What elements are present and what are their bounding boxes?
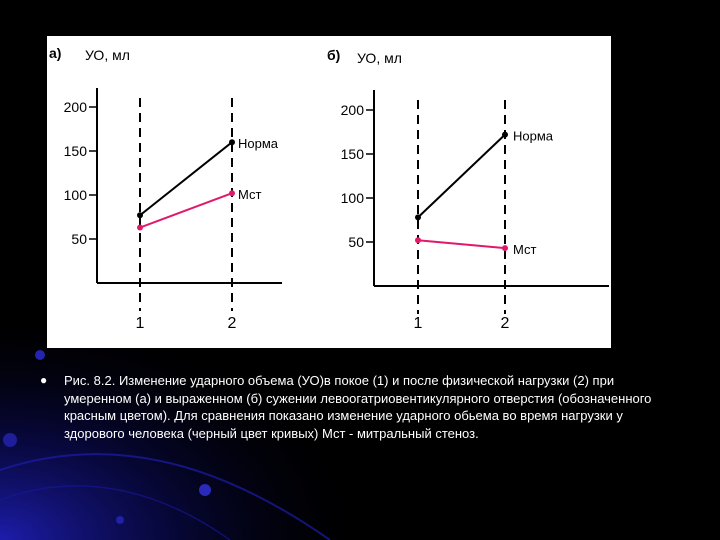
- y-tick-label: 200: [341, 102, 365, 118]
- y-axis-label-a: УО, мл: [85, 47, 130, 63]
- series-end-label: Мст: [513, 242, 536, 257]
- y-tick-label: 200: [64, 99, 88, 115]
- data-point: [502, 245, 508, 252]
- y-axis-label-b: УО, мл: [357, 50, 402, 66]
- data-point: [229, 190, 235, 197]
- series-end-label: Мст: [238, 187, 261, 202]
- figure-panel: а) УО, мл 200 150 100 50 1 2 Норма Мст б) УО, м…: [47, 36, 611, 348]
- y-tick-label: 50: [71, 231, 87, 247]
- bullet-dot-icon: ●: [40, 373, 48, 387]
- panel-label-a: а): [49, 45, 61, 61]
- chart-panel-a: а) УО, мл 200 150 100 50 1 2 Норма Мст: [49, 45, 282, 332]
- y-tick-label: 50: [348, 234, 364, 250]
- x-tick-label: 2: [228, 315, 237, 332]
- data-point: [137, 212, 143, 219]
- data-point: [415, 214, 421, 221]
- x-tick-label: 2: [501, 315, 510, 332]
- data-point: [502, 131, 508, 138]
- series-line: [417, 239, 506, 250]
- panel-label-b: б): [327, 47, 340, 63]
- y-tick-label: 100: [341, 190, 365, 206]
- series-line: [417, 133, 506, 219]
- y-tick-label: 100: [64, 187, 88, 203]
- data-point: [229, 139, 235, 146]
- data-point: [137, 224, 143, 231]
- series-line: [139, 141, 233, 217]
- series-end-label: Норма: [238, 136, 279, 151]
- caption-text: Рис. 8.2. Изменение ударного объема (УО)…: [64, 373, 652, 441]
- series-end-label: Норма: [513, 129, 554, 144]
- y-tick-label: 150: [64, 143, 88, 159]
- y-tick-label: 150: [341, 146, 365, 162]
- x-tick-label: 1: [414, 315, 423, 332]
- chart-panel-b: б) УО, мл 200 150 100 50 1 2 Норма Мст: [327, 47, 609, 332]
- x-tick-label: 1: [136, 315, 145, 332]
- series-line: [139, 192, 233, 229]
- data-point: [415, 237, 421, 244]
- figure-caption: ● Рис. 8.2. Изменение ударного объема (У…: [40, 372, 680, 442]
